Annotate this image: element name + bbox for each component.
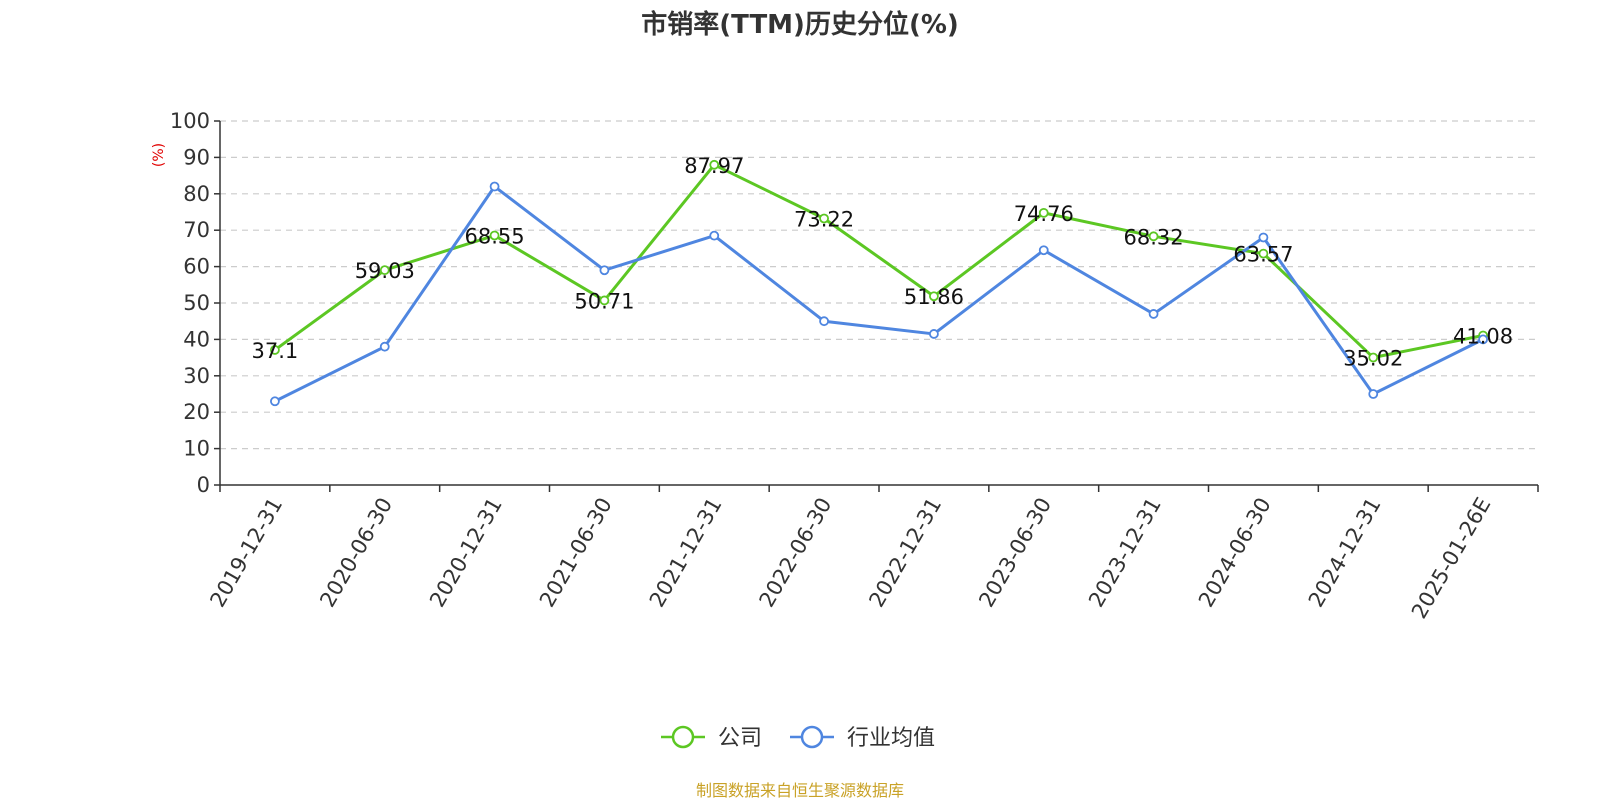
data-point[interactable] bbox=[270, 345, 280, 355]
data-label: 87.97 bbox=[684, 154, 744, 178]
legend[interactable]: 公司 行业均值 bbox=[661, 725, 935, 751]
data-label: 68.55 bbox=[465, 224, 525, 248]
y-tick-label: 40 bbox=[183, 327, 210, 351]
data-label: 37.1 bbox=[252, 339, 299, 363]
x-tick-label: 2023-12-31 bbox=[1084, 494, 1166, 612]
y-tick-label: 80 bbox=[183, 182, 210, 206]
data-point[interactable] bbox=[599, 295, 610, 306]
y-tick-label: 50 bbox=[183, 291, 210, 315]
y-tick-label: 100 bbox=[170, 109, 210, 133]
data-label: 50.71 bbox=[574, 289, 634, 313]
data-point[interactable] bbox=[379, 265, 390, 276]
data-label: 59.03 bbox=[355, 259, 415, 283]
legend-label-company: 公司 bbox=[718, 726, 762, 751]
legend-label-industry: 行业均值 bbox=[847, 726, 935, 751]
data-label: 68.32 bbox=[1124, 225, 1184, 249]
y-tick-label: 70 bbox=[183, 218, 210, 242]
x-tick-label: 2024-06-30 bbox=[1194, 494, 1276, 612]
y-axis-ticks: 0 10 20 30 40 50 60 70 80 90 100 bbox=[170, 109, 220, 497]
data-label: 63.57 bbox=[1233, 243, 1293, 267]
y-tick-label: 20 bbox=[183, 400, 210, 424]
series-line bbox=[274, 163, 1484, 360]
legend-marker-company bbox=[671, 725, 695, 749]
x-tick-label: 2019-12-31 bbox=[205, 494, 287, 612]
data-point[interactable] bbox=[929, 291, 939, 302]
series-company bbox=[270, 159, 1488, 363]
x-tick-label: 2022-12-31 bbox=[864, 494, 946, 612]
data-label: 35.02 bbox=[1343, 347, 1403, 371]
x-tick-label: 2020-06-30 bbox=[315, 494, 397, 612]
legend-marker-industry bbox=[800, 725, 824, 749]
data-point[interactable] bbox=[1258, 232, 1269, 243]
data-point[interactable] bbox=[709, 159, 720, 170]
data-point[interactable] bbox=[819, 316, 829, 327]
data-point[interactable] bbox=[1038, 207, 1049, 218]
data-point[interactable] bbox=[1038, 245, 1049, 256]
y-tick-label: 60 bbox=[183, 255, 210, 279]
y-tick-label: 0 bbox=[197, 473, 210, 497]
gridlines bbox=[220, 120, 1538, 450]
data-point[interactable] bbox=[1368, 352, 1379, 363]
series-line bbox=[274, 185, 1484, 403]
data-point[interactable] bbox=[709, 230, 720, 241]
y-tick-label: 10 bbox=[183, 437, 210, 461]
legend-item-company[interactable]: 公司 bbox=[661, 725, 762, 751]
data-point[interactable] bbox=[929, 329, 939, 339]
x-tick-label: 2021-06-30 bbox=[535, 494, 617, 612]
x-tick-label: 2024-12-31 bbox=[1304, 494, 1386, 612]
data-point[interactable] bbox=[1148, 309, 1159, 319]
data-point[interactable] bbox=[599, 265, 610, 276]
data-point[interactable] bbox=[489, 181, 500, 192]
x-tick-label: 2022-06-30 bbox=[755, 494, 837, 612]
data-point[interactable] bbox=[379, 341, 390, 352]
y-axis-label: (%) bbox=[151, 143, 167, 167]
data-label: 51.86 bbox=[904, 285, 964, 309]
y-tick-label: 90 bbox=[183, 145, 210, 169]
series-industry bbox=[270, 181, 1488, 407]
chart-title: 市销率(TTM)历史分位(%) bbox=[641, 9, 959, 40]
data-point[interactable] bbox=[270, 396, 280, 407]
data-point[interactable] bbox=[819, 213, 829, 224]
legend-item-industry[interactable]: 行业均值 bbox=[790, 725, 935, 751]
series-group bbox=[270, 159, 1488, 407]
data-labels: 37.1 59.03 68.55 50.71 87.97 73.22 51.86 74.76 6… bbox=[252, 154, 1514, 371]
x-tick-label: 2025-01-26E bbox=[1407, 494, 1495, 623]
data-point[interactable] bbox=[1148, 231, 1159, 242]
data-label: 41.08 bbox=[1453, 324, 1513, 348]
source-note: 制图数据来自恒生聚源数据库 bbox=[696, 781, 904, 800]
data-label: 73.22 bbox=[794, 207, 854, 231]
x-tick-label: 2020-12-31 bbox=[425, 494, 507, 612]
data-point[interactable] bbox=[489, 230, 500, 241]
axes bbox=[219, 121, 1538, 486]
data-label: 74.76 bbox=[1014, 202, 1074, 226]
data-point[interactable] bbox=[1478, 334, 1488, 345]
data-point[interactable] bbox=[1368, 389, 1379, 399]
x-axis-ticks: 2019-12-31 2020-06-30 2020-12-31 2021-06-30… bbox=[205, 485, 1539, 623]
x-tick-label: 2023-06-30 bbox=[974, 494, 1056, 612]
x-tick-label: 2021-12-31 bbox=[645, 494, 727, 612]
data-point[interactable] bbox=[1258, 248, 1269, 259]
y-tick-label: 30 bbox=[183, 364, 210, 388]
